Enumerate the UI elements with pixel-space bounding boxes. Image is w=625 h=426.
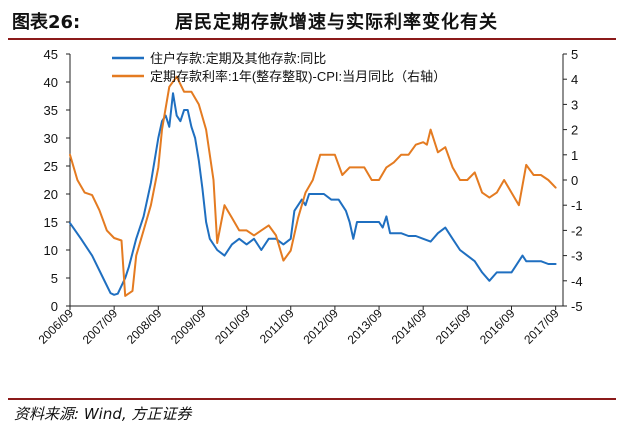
chart-plot-area xyxy=(69,75,557,297)
x-tick-label: 2009/09 xyxy=(168,306,209,347)
left-tick-label: 35 xyxy=(44,103,58,118)
right-tick-label: 0 xyxy=(571,173,578,188)
right-tick-label: -3 xyxy=(571,249,583,264)
x-tick-label: 2014/09 xyxy=(389,306,430,347)
chart-legend: 住户存款:定期及其他存款:同比定期存款利率:1年(整存整取)-CPI:当月同比（… xyxy=(112,51,446,84)
top-rule xyxy=(8,38,616,40)
x-tick-label: 2017/09 xyxy=(521,306,562,347)
x-tick-label: 2013/09 xyxy=(345,306,386,347)
right-tick-label: 3 xyxy=(571,97,578,112)
x-tick-label: 2012/09 xyxy=(300,306,341,347)
legend-label: 定期存款利率:1年(整存整取)-CPI:当月同比（右轴） xyxy=(150,69,446,84)
right-tick-label: -5 xyxy=(571,299,583,314)
left-tick-label: 10 xyxy=(44,243,58,258)
left-tick-label: 25 xyxy=(44,159,58,174)
legend-label: 住户存款:定期及其他存款:同比 xyxy=(150,51,326,66)
right-tick-label: -4 xyxy=(571,274,583,289)
left-tick-label: 20 xyxy=(44,187,58,202)
left-tick-label: 45 xyxy=(44,47,58,62)
source-note: 资料来源: Wind, 方正证券 xyxy=(14,405,192,423)
right-tick-label: -1 xyxy=(571,198,583,213)
x-tick-label: 2007/09 xyxy=(80,306,121,347)
left-tick-label: 15 xyxy=(44,215,58,230)
right-tick-label: 4 xyxy=(571,72,578,87)
x-tick-label: 2016/09 xyxy=(477,306,518,347)
figure-number: 图表26: xyxy=(12,12,81,33)
series-line-real-rate xyxy=(69,75,557,297)
left-tick-label: 5 xyxy=(51,271,58,286)
x-tick-label: 2011/09 xyxy=(257,306,297,346)
figure-title: 居民定期存款增速与实际利率变化有关 xyxy=(175,12,498,33)
right-tick-label: 2 xyxy=(571,123,578,138)
figure-header: 图表26: 居民定期存款增速与实际利率变化有关 xyxy=(0,0,625,40)
x-tick-label: 2010/09 xyxy=(212,306,253,347)
x-tick-label: 2015/09 xyxy=(433,306,474,347)
right-tick-label: 1 xyxy=(571,148,578,163)
right-tick-label: 5 xyxy=(571,47,578,62)
left-tick-label: 40 xyxy=(44,75,58,90)
left-tick-label: 0 xyxy=(51,299,58,314)
line-chart: 051015202530354045-5-4-3-2-10123452006/0… xyxy=(36,47,583,347)
left-tick-label: 30 xyxy=(44,131,58,146)
right-tick-label: -2 xyxy=(571,223,583,238)
x-tick-label: 2008/09 xyxy=(124,306,165,347)
bottom-rule xyxy=(8,398,616,400)
